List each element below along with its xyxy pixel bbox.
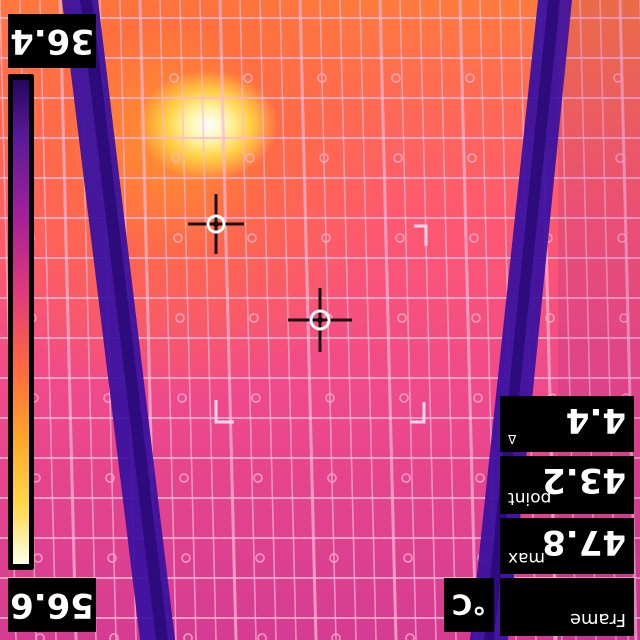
cell-column-line xyxy=(58,0,78,640)
cell-junction-dot xyxy=(105,473,115,483)
cell-junction-dot xyxy=(405,633,415,640)
cell-column-line xyxy=(239,0,257,640)
cell-junction-dot xyxy=(545,313,555,323)
cell-column-line xyxy=(259,0,277,640)
cell-column-line xyxy=(199,0,217,640)
cell-junction-dot xyxy=(173,233,183,243)
cell-junction-dot xyxy=(251,393,261,403)
cell-junction-dot xyxy=(327,473,337,483)
cell-junction-dot xyxy=(245,153,255,163)
cell-junction-dot xyxy=(473,393,483,403)
cell-junction-dot xyxy=(615,153,625,163)
cell-junction-dot xyxy=(255,553,265,563)
cell-junction-dot xyxy=(475,473,485,483)
cell-junction-dot xyxy=(465,73,475,83)
cell-junction-dot xyxy=(469,233,479,243)
max-label: max xyxy=(508,548,546,568)
cell-junction-dot xyxy=(395,233,405,243)
cell-junction-dot xyxy=(399,393,409,403)
cell-junction-dot xyxy=(331,633,341,640)
cell-junction-dot xyxy=(183,633,193,640)
cell-column-line xyxy=(359,0,377,640)
focus-brackets-icon xyxy=(214,224,428,424)
cell-junction-dot xyxy=(109,633,119,640)
left-frame-strip-edge xyxy=(80,0,168,640)
cell-column-line xyxy=(218,0,238,640)
scale-bottom-value: 56.6 xyxy=(8,578,96,632)
delta-value: 4.4 xyxy=(565,400,626,440)
cell-junction-dot xyxy=(467,153,477,163)
cell-junction-dot xyxy=(253,473,263,483)
cell-junction-dot xyxy=(471,313,481,323)
scale-top-value: 36.4 xyxy=(8,14,96,68)
cell-junction-dot xyxy=(613,73,623,83)
cell-junction-dot xyxy=(403,553,413,563)
delta-label: Δ xyxy=(508,432,517,446)
cell-junction-dot xyxy=(317,73,327,83)
cell-junction-dot xyxy=(617,233,627,243)
cell-junction-dot xyxy=(391,73,401,83)
max-readout: max 47.8 xyxy=(500,518,634,574)
cell-junction-dot xyxy=(169,73,179,83)
max-value: 47.8 xyxy=(542,522,626,562)
cell-junction-dot xyxy=(35,633,45,640)
hotspot-marker-icon xyxy=(188,194,244,254)
frame-label: Frame xyxy=(569,609,626,630)
cell-junction-dot xyxy=(175,313,185,323)
point-value: 43.2 xyxy=(542,460,626,500)
measurement-panel: Frame max 47.8 point 43.2 Δ 4.4 xyxy=(500,396,634,636)
cell-junction-dot xyxy=(319,153,329,163)
cell-column-line xyxy=(419,0,437,640)
cell-junction-dot xyxy=(397,313,407,323)
cell-column-line xyxy=(179,0,197,640)
cell-junction-dot xyxy=(393,153,403,163)
point-readout: point 43.2 xyxy=(500,456,634,514)
cell-junction-dot xyxy=(401,473,411,483)
cell-column-line xyxy=(378,0,398,640)
delta-readout: Δ 4.4 xyxy=(500,396,634,452)
frame-readout: Frame xyxy=(500,578,634,636)
cell-junction-dot xyxy=(181,553,191,563)
cell-junction-dot xyxy=(325,393,335,403)
cell-junction-dot xyxy=(329,553,339,563)
cell-junction-dot xyxy=(321,233,331,243)
temperature-scale-gradient xyxy=(13,80,29,564)
temperature-unit: °C xyxy=(444,578,494,632)
cell-junction-dot xyxy=(107,553,117,563)
cell-junction-dot xyxy=(249,313,259,323)
cell-column-line xyxy=(458,0,478,640)
cell-column-line xyxy=(159,0,177,640)
cell-column-line xyxy=(439,0,457,640)
cell-junction-dot xyxy=(179,473,189,483)
cell-column-line xyxy=(39,0,57,640)
cell-junction-dot xyxy=(171,153,181,163)
cell-junction-dot xyxy=(247,233,257,243)
cell-junction-dot xyxy=(243,73,253,83)
cell-column-line xyxy=(399,0,417,640)
cell-junction-dot xyxy=(257,633,267,640)
cell-junction-dot xyxy=(33,553,43,563)
center-marker-icon xyxy=(288,288,352,352)
cell-junction-dot xyxy=(177,393,187,403)
cell-junction-dot xyxy=(619,313,629,323)
